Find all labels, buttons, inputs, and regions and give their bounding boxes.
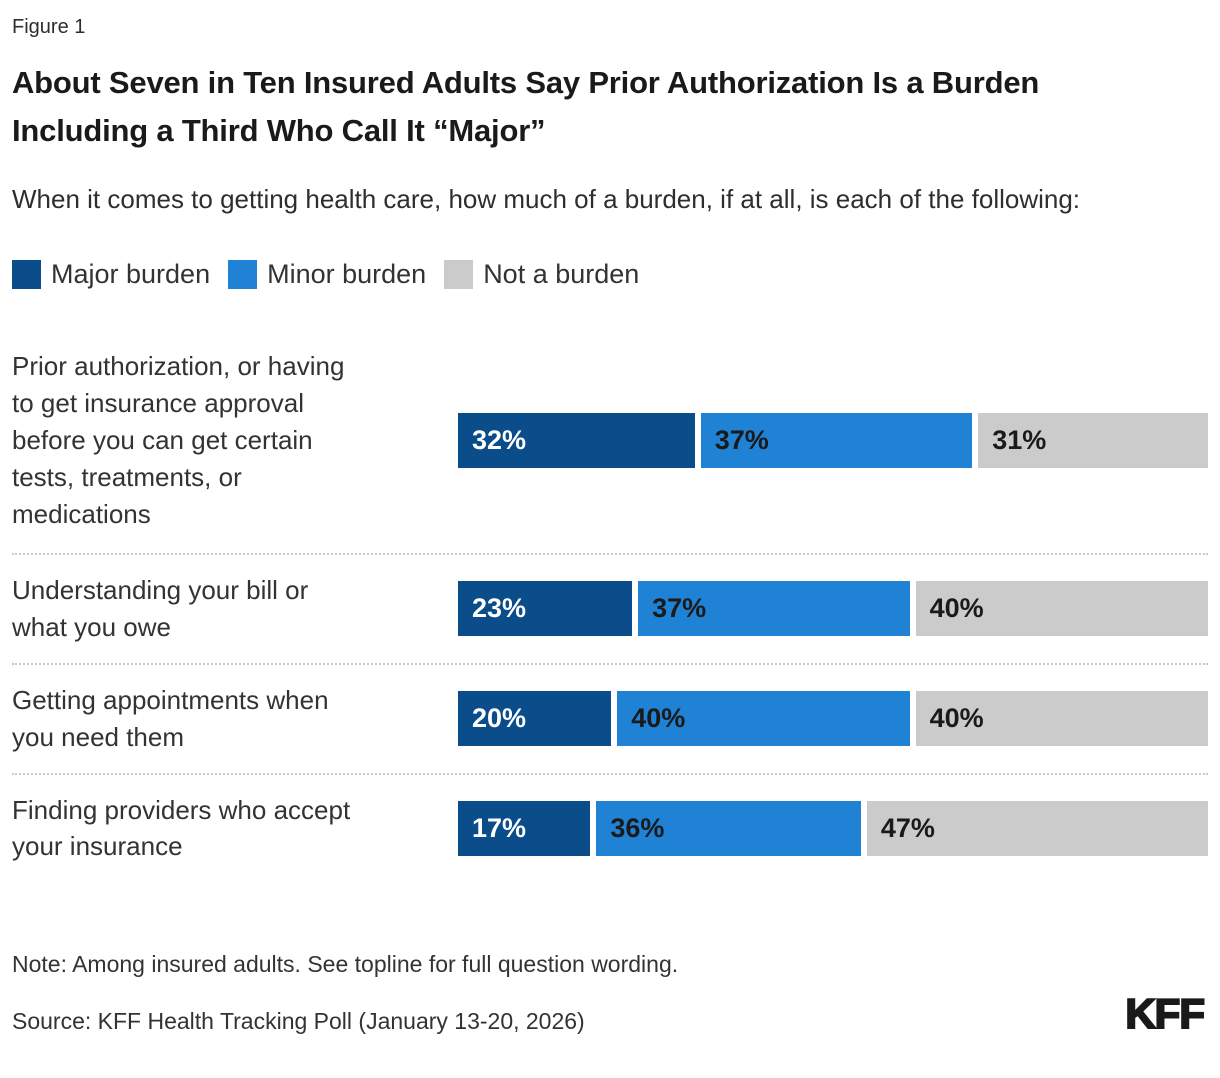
note-text: Note: Among insured adults. See topline … xyxy=(12,951,679,978)
row-label: Prior authorization, or having to get in… xyxy=(12,351,345,530)
legend-swatch-not-a-burden xyxy=(444,260,474,290)
chart-legend: Major burden Minor burden Not a burden xyxy=(12,259,1208,290)
legend-swatch-minor-burden xyxy=(228,260,258,290)
chart-title: About Seven in Ten Insured Adults Say Pr… xyxy=(12,65,1040,149)
source-text: Source: KFF Health Tracking Poll (Januar… xyxy=(12,1007,585,1034)
row-label: Finding providers who accept your insura… xyxy=(12,794,351,862)
legend-swatch-major-burden xyxy=(12,260,41,290)
chart-rows: Prior authorization, or having to get in… xyxy=(12,340,1209,883)
stacked-bar: 20% 40% 40% xyxy=(458,691,1209,747)
source-row: Source: KFF Health Tracking Poll (Januar… xyxy=(12,989,1208,1037)
bar-segment-not-a-burden: 40% xyxy=(915,581,1208,637)
kff-logo: KFF xyxy=(1124,989,1206,1037)
bar-segment-minor-burden: 37% xyxy=(638,581,910,637)
chart-row: Understanding your bill or what you owe 2… xyxy=(12,555,1208,665)
bar-segment-minor-burden: 40% xyxy=(617,691,910,747)
legend-item-minor-burden: Minor burden xyxy=(228,259,426,290)
bar-segment-minor-burden: 36% xyxy=(596,800,861,856)
legend-item-not-a-burden: Not a burden xyxy=(444,259,639,290)
legend-label: Not a burden xyxy=(483,259,640,290)
stacked-bar: 23% 37% 40% xyxy=(458,581,1208,637)
legend-label: Major burden xyxy=(51,259,211,290)
chart-subtitle: When it comes to getting health care, ho… xyxy=(12,184,1081,215)
row-label: Understanding your bill or what you owe xyxy=(12,574,309,642)
legend-label: Minor burden xyxy=(267,259,427,290)
stacked-bar: 17% 36% 47% xyxy=(458,800,1208,856)
row-label: Getting appointments when you need them xyxy=(12,684,329,752)
bar-segment-major-burden: 20% xyxy=(458,691,612,747)
chart-row: Getting appointments when you need them 2… xyxy=(12,665,1209,775)
figure-label: Figure 1 xyxy=(12,16,86,38)
bar-segment-not-a-burden: 40% xyxy=(915,691,1209,747)
bar-segment-major-burden: 17% xyxy=(458,800,591,856)
bar-segment-major-burden: 32% xyxy=(458,413,695,469)
bar-segment-minor-burden: 37% xyxy=(700,413,973,469)
chart-footer: Note: Among insured adults. See topline … xyxy=(12,948,1208,1037)
legend-item-major-burden: Major burden xyxy=(12,259,210,290)
bar-segment-major-burden: 23% xyxy=(458,581,633,637)
chart-row: Finding providers who accept your insura… xyxy=(12,775,1208,883)
chart-row: Prior authorization, or having to get in… xyxy=(12,340,1208,555)
bar-segment-not-a-burden: 31% xyxy=(978,413,1208,469)
stacked-bar: 32% 37% 31% xyxy=(458,413,1208,469)
bar-segment-not-a-burden: 47% xyxy=(866,800,1208,856)
